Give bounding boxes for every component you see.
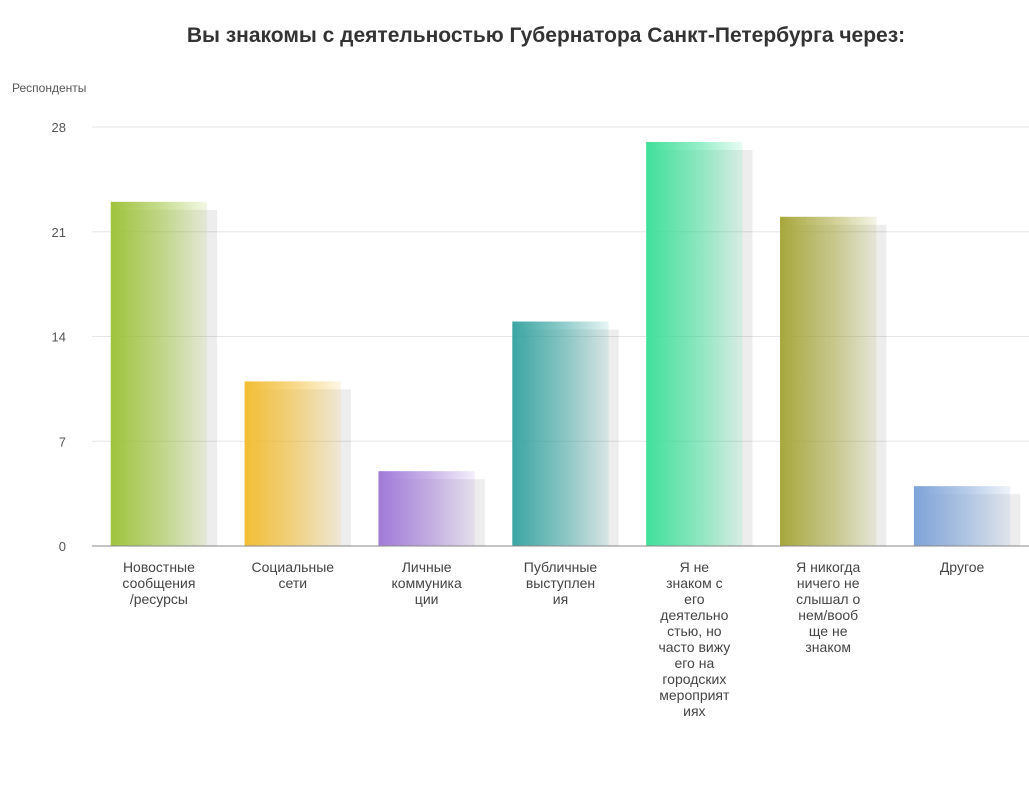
x-category-label: Публичные выступлен ия [524, 559, 598, 607]
x-category-label-line: Я никогда [796, 559, 860, 575]
x-category-label-line: ия [553, 591, 568, 607]
x-category-label-line: ции [415, 591, 439, 607]
bar [512, 321, 609, 546]
x-category-label-line: ничего не [797, 575, 860, 591]
x-category-label-line: Я не [680, 559, 710, 575]
x-category-label-line: /ресурсы [130, 591, 188, 607]
x-category-label-line: часто вижу [658, 639, 730, 655]
x-category-label-line: знаком [805, 639, 851, 655]
x-category-label-line: деятельно [660, 607, 728, 623]
x-category-label-line: стью, но [667, 623, 722, 639]
x-category-label-line: его на [674, 655, 714, 671]
x-category-label-line: выступлен [526, 575, 595, 591]
bar [110, 201, 208, 547]
x-category-label-line: иях [683, 703, 705, 719]
y-tick-label: 0 [59, 539, 66, 554]
chart-title: Вы знакомы с деятельностью Губернатора С… [187, 24, 905, 47]
x-category-label: Другое [940, 559, 985, 575]
x-category-label-line: знаком с [666, 575, 723, 591]
bar [913, 486, 1011, 546]
bar [378, 471, 475, 546]
x-category-label-line: Новостные [123, 559, 195, 575]
x-category-label-line: городских [662, 671, 726, 687]
x-category-label-line: нем/вооб [798, 607, 858, 623]
y-tick-label: 7 [59, 434, 66, 449]
x-category-label-line: Другое [940, 559, 985, 575]
x-category-label: Личные коммуника ции [392, 559, 462, 607]
x-category-label-line: его [684, 591, 705, 607]
y-tick-label: 21 [52, 225, 66, 240]
x-axis-category-labels: Новостные сообщения/ресурсы Социальные сети… [122, 559, 984, 719]
x-category-label-line: Публичные [524, 559, 598, 575]
x-category-label: Социальные сети [251, 559, 334, 591]
x-category-label-line: сообщения [122, 575, 195, 591]
y-axis-label: Респонденты [12, 81, 86, 95]
x-category-label: Я никогда ничего не слышал о нем/вооб ще не з… [796, 559, 860, 655]
bar [780, 216, 877, 547]
y-tick-label: 14 [52, 330, 66, 345]
x-category-label: Я не знаком с его деятельно стью, но часто ви… [658, 559, 730, 719]
bar [244, 381, 341, 546]
x-category-label-line: ще не [809, 623, 848, 639]
bar [646, 141, 743, 546]
y-axis-ticks: 0 7 14 21 28 [52, 120, 66, 554]
x-category-label-line: мероприят [659, 687, 730, 703]
x-category-label-line: слышал о [796, 591, 860, 607]
x-category-label-line: Личные [402, 559, 452, 575]
bars [110, 141, 1021, 547]
y-tick-label: 28 [52, 120, 66, 135]
x-category-label: Новостные сообщения/ресурсы [122, 559, 195, 607]
x-category-label-line: коммуника [392, 575, 462, 591]
x-category-label-line: Социальные [251, 559, 334, 575]
x-category-label-line: сети [279, 575, 308, 591]
